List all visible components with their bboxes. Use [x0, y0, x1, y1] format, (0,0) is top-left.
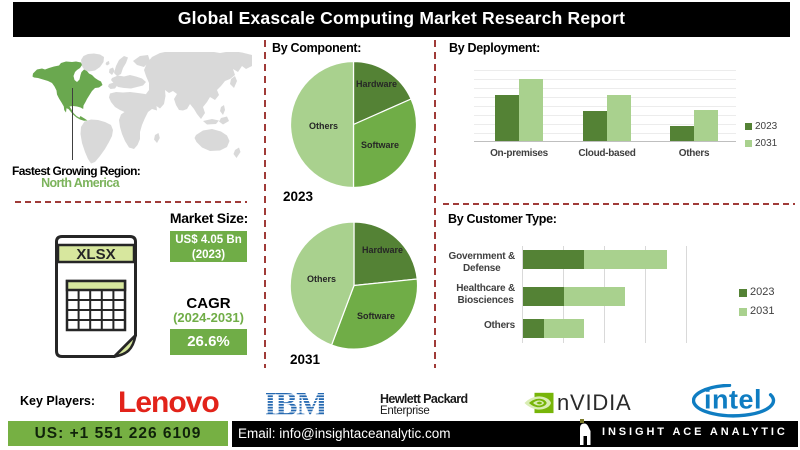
svg-text:Others: Others	[307, 274, 336, 284]
svg-text:intel: intel	[704, 385, 762, 415]
svg-text:Software: Software	[361, 140, 399, 150]
svg-text:Others: Others	[309, 121, 338, 131]
svg-text:Hardware: Hardware	[356, 79, 397, 89]
svg-text:Software: Software	[357, 311, 395, 321]
svg-text:XLSX: XLSX	[76, 246, 115, 263]
svg-text:Hardware: Hardware	[362, 245, 403, 255]
